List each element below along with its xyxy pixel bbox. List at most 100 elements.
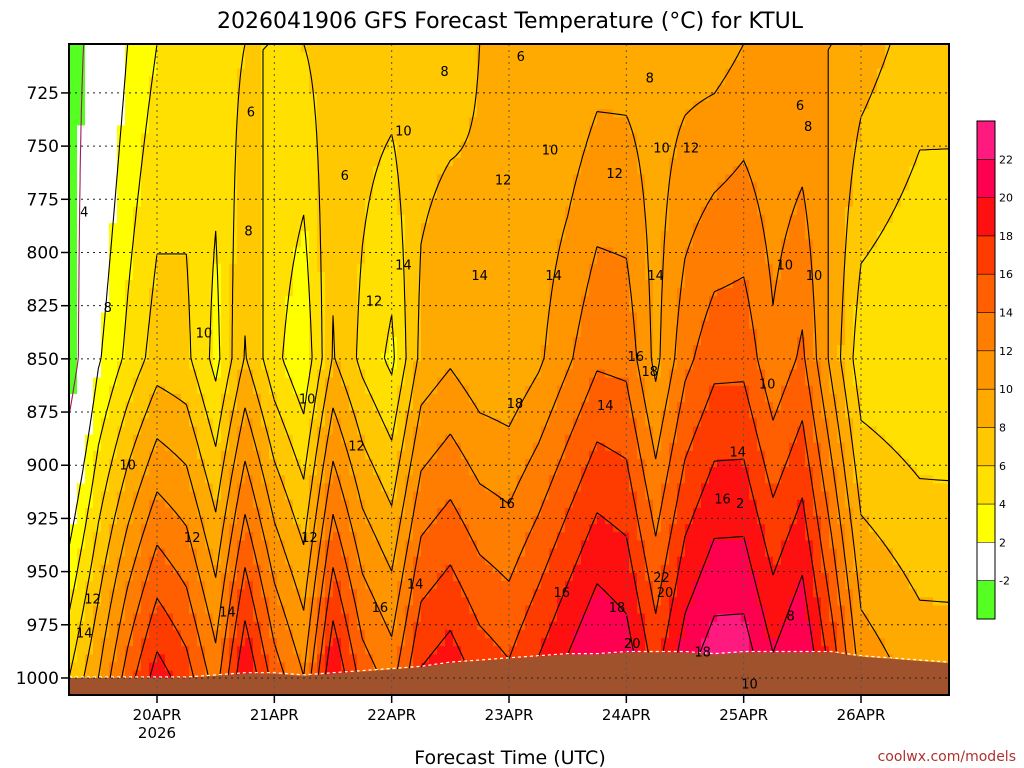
contour-label: 6 xyxy=(341,169,349,184)
x-tick-label: 25APR xyxy=(719,706,768,724)
contour-label: 2 xyxy=(736,497,744,512)
colorbar-swatch xyxy=(977,504,995,543)
x-tick-label: 24APR xyxy=(602,706,651,724)
contour--2 xyxy=(68,43,85,417)
contour-label: 22 xyxy=(653,571,670,586)
contour-label: 6 xyxy=(517,50,525,65)
contour-label: 6 xyxy=(247,105,255,120)
contour-label: 20 xyxy=(657,586,674,601)
colorbar: -2 2 4 6 8 10 12 14 16 18 20 22 xyxy=(976,120,1013,620)
contour-label: 14 xyxy=(647,269,664,284)
contour-label: 18 xyxy=(609,601,626,616)
grid-lines xyxy=(69,44,949,695)
colorbar-label: 16 xyxy=(999,268,1013,281)
colorbar-label: 6 xyxy=(999,460,1006,473)
y-tick-label: 775 xyxy=(27,190,59,210)
contour-label: 10 xyxy=(542,144,559,159)
contour-label: 18 xyxy=(507,397,524,412)
y-tick-label: 900 xyxy=(27,456,59,476)
colorbar-swatch xyxy=(977,542,995,582)
contour-label: 14 xyxy=(471,269,488,284)
contour-label: 18 xyxy=(642,365,659,380)
colorbar-label: 2 xyxy=(999,536,1006,549)
colorbar-swatch xyxy=(977,159,995,199)
contour-label: 10 xyxy=(741,678,758,693)
x-axis-label: Forecast Time (UTC) xyxy=(414,747,605,768)
contour-label: 10 xyxy=(299,393,316,408)
colorbar-label: 4 xyxy=(999,498,1006,511)
x-axis-ticks: 20APR 21APR 22APR 23APR 24APR 25APR 26APR 2026 xyxy=(133,695,886,742)
contour-label: 14 xyxy=(219,605,236,620)
contour-label: 10 xyxy=(653,142,670,157)
contour-label: 10 xyxy=(395,124,412,139)
contour-label: 12 xyxy=(184,531,201,546)
y-tick-label: 850 xyxy=(27,350,59,370)
y-tick-label: 975 xyxy=(27,616,59,636)
contour-label: 8 xyxy=(104,301,112,316)
x-tick-label: 20APR xyxy=(133,706,182,724)
colorbar-swatch xyxy=(977,121,995,160)
contour-label: 12 xyxy=(301,531,318,546)
colorbar-label: 22 xyxy=(999,153,1013,166)
colorbar-swatch xyxy=(977,580,995,620)
contour-12 xyxy=(106,160,861,696)
contour-label: 14 xyxy=(76,627,93,642)
y-tick-label: 925 xyxy=(27,509,59,529)
colorbar-label: -2 xyxy=(999,575,1010,588)
contour-label: 14 xyxy=(597,399,614,414)
contour-label: 16 xyxy=(554,586,571,601)
contour-label: 14 xyxy=(730,446,747,461)
contour-label: 16 xyxy=(714,493,731,508)
contour-label: 16 xyxy=(372,601,389,616)
colorbar-label: 20 xyxy=(999,192,1013,205)
contour-label: 16 xyxy=(627,350,644,365)
surface-line xyxy=(69,650,950,678)
contour-label: 12 xyxy=(495,173,512,188)
y-tick-label: 825 xyxy=(27,297,59,317)
y-tick-label: 1000 xyxy=(16,669,59,689)
colorbar-label: 12 xyxy=(999,345,1013,358)
contour-label: 8 xyxy=(646,71,654,86)
colorbar-swatch xyxy=(977,350,995,390)
y-tick-label: 950 xyxy=(27,563,59,583)
colorbar-swatch xyxy=(977,389,995,428)
colorbar-swatch xyxy=(977,312,995,352)
credit-text: coolwx.com/models xyxy=(878,749,1016,765)
contour-label: 20 xyxy=(624,637,641,652)
contour-label: 12 xyxy=(683,142,700,157)
x-tick-label: 26APR xyxy=(837,706,886,724)
contour-4 xyxy=(68,43,395,613)
colorbar-frame xyxy=(976,120,996,620)
colorbar-swatch xyxy=(977,465,995,505)
contour-label: 12 xyxy=(366,295,383,310)
contour-label: 12 xyxy=(606,167,623,182)
colorbar-swatch xyxy=(977,274,995,314)
colorbar-label: 8 xyxy=(999,421,1006,434)
contour-label: 10 xyxy=(119,458,136,473)
contour-label: 10 xyxy=(196,327,213,342)
colorbar-label: 10 xyxy=(999,383,1013,396)
contour-label: 6 xyxy=(796,99,804,114)
y-tick-label: 800 xyxy=(27,243,59,263)
contour-label: 14 xyxy=(407,578,424,593)
y-tick-label: 725 xyxy=(27,84,59,104)
y-tick-label: 750 xyxy=(27,137,59,157)
colorbar-swatch xyxy=(977,235,995,275)
contour-label: 10 xyxy=(806,269,823,284)
x-tick-label: 22APR xyxy=(367,706,416,724)
colorbar-label: 18 xyxy=(999,230,1013,243)
contour-label: 10 xyxy=(776,259,793,274)
contour-14 xyxy=(118,276,852,696)
chart-title: 2026041906 GFS Forecast Temperature (°C)… xyxy=(217,9,804,34)
contour-16 xyxy=(130,381,842,696)
contour-label: 14 xyxy=(545,269,562,284)
contour-label: 8 xyxy=(440,65,448,80)
contour-label: 18 xyxy=(694,646,711,661)
terrain-surface xyxy=(69,650,950,695)
contour-label: 14 xyxy=(395,259,412,274)
contour-label: 12 xyxy=(348,439,365,454)
contour-2 xyxy=(68,43,129,548)
colorbar-swatch xyxy=(977,197,995,237)
